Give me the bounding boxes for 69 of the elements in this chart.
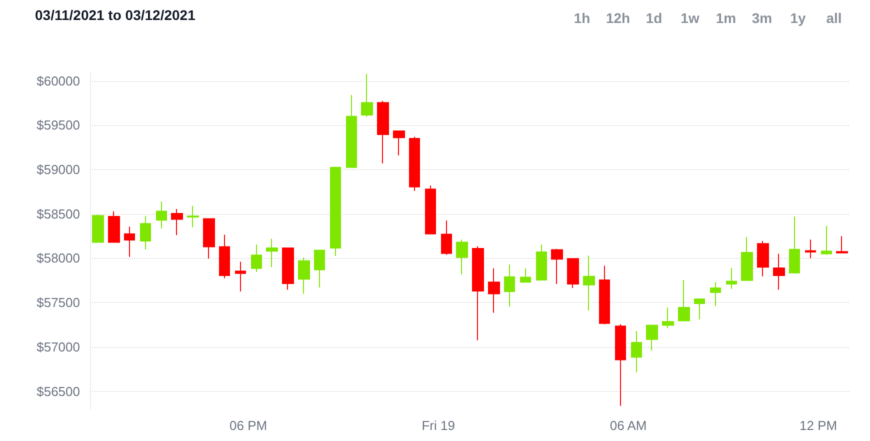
candlestick [441,220,452,256]
text: 1m [714,10,738,26]
candlestick [409,136,420,192]
candlestick [710,282,721,307]
text: 1y [789,10,807,26]
candlestick [504,264,515,308]
y-tick-label: $58000 [36,250,80,266]
y-tick-label: $57000 [36,339,80,354]
candlestick [631,330,642,373]
candlestick [678,279,690,322]
y-tick-label: $57500 [36,295,80,310]
text: 12h [604,10,632,26]
x-tick-label: 06 AM [610,418,647,433]
candlestick [536,244,547,280]
y-tick-label: $56500 [36,384,80,399]
text: 1d [644,10,664,26]
candlestick [488,268,500,314]
candlestick [757,240,769,277]
candlestick [567,258,579,288]
candlestick [187,205,199,228]
chart-title: 03/11/2021 to 03/12/2021 [35,7,196,23]
candlestick [219,234,230,279]
candlestick [124,226,135,258]
candlestick [456,239,468,275]
candlestick [361,73,373,118]
x-tick-label: 06 PM [230,418,268,433]
text: 1w [680,10,700,26]
candlestick [92,214,104,243]
candlestick [646,324,658,351]
candlestick [298,257,310,294]
text: 1h [572,10,592,26]
candlestick [662,306,674,329]
candlestick [726,267,737,290]
candlestick [520,268,531,283]
x-tick-label: 12 PM [800,418,838,433]
candlestick [425,185,436,235]
candlestick [551,248,563,284]
text: all [825,10,843,26]
candlestick [314,250,325,288]
candlestick [171,208,183,236]
candlestick [108,210,120,243]
y-tick-label: $59000 [36,162,80,178]
candlestick [805,239,816,259]
candlestick [235,261,246,292]
candlestick [821,225,832,256]
candlestick [694,298,705,320]
candlestick [377,100,389,164]
y-tick-label: $60000 [36,73,80,88]
candlestick [583,255,595,312]
text: 3m [750,10,774,26]
candlestick [773,253,785,290]
candlestick [472,246,484,341]
y-tick-label: $59500 [36,118,80,133]
candlestick [282,248,294,290]
candlestick [836,236,848,254]
candlestick [615,324,626,406]
candlestick [266,238,278,268]
candlestick [599,265,610,325]
candlestick [140,216,151,250]
candlestick [156,200,167,230]
candlestick [251,244,262,272]
y-tick-label: $58500 [36,206,80,222]
candlestick [203,218,215,260]
candlestick [741,236,753,281]
candlestick [393,130,405,156]
candlestick [789,216,800,274]
x-tick-label: Fri 19 [422,418,455,433]
candlestick [330,166,341,257]
candlestick [346,94,357,168]
